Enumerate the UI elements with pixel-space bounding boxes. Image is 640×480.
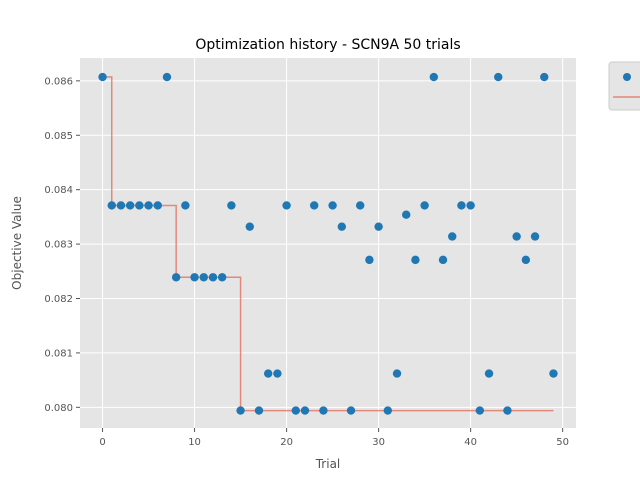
plot-area: [80, 58, 576, 428]
trial-point: [291, 406, 300, 415]
trial-point: [503, 406, 512, 415]
trial-point: [411, 255, 420, 265]
trial-point: [337, 222, 347, 231]
trial-point: [125, 201, 135, 210]
x-tick-label: 30: [372, 437, 385, 448]
trial-point: [540, 72, 549, 82]
y-axis-label: Objective Value: [10, 196, 24, 290]
trial-point: [457, 201, 466, 210]
tick-labels: 0 10 20 30 40 50 0.080 0.081 0.082 0.083 0.084 0.08…: [44, 76, 569, 448]
trial-point: [153, 201, 162, 210]
trial-point: [521, 255, 531, 265]
trial-point: [512, 232, 521, 241]
trial-point: [420, 201, 429, 210]
legend-marker-scatter: [623, 73, 631, 81]
y-tick-label: 0.086: [44, 76, 73, 87]
trial-point: [171, 273, 181, 282]
trial-point: [530, 232, 540, 241]
trial-point: [309, 201, 319, 210]
trial-point: [328, 201, 337, 210]
trial-point: [208, 273, 218, 282]
x-tick-label: 20: [280, 437, 293, 448]
legend: [608, 61, 640, 111]
x-tick-label: 50: [556, 437, 569, 448]
trial-point: [199, 273, 208, 282]
trial-point: [162, 72, 172, 82]
trial-point: [346, 406, 356, 415]
trial-points-layer: [98, 72, 558, 415]
trial-point: [245, 222, 254, 231]
trial-point: [374, 222, 383, 231]
trial-point: [181, 201, 190, 210]
trial-point: [282, 201, 291, 210]
trial-point: [438, 255, 448, 265]
trial-point: [116, 201, 126, 210]
trial-point: [254, 406, 264, 415]
trial-point: [448, 232, 457, 241]
trial-point: [144, 201, 153, 210]
y-tick-label: 0.083: [44, 240, 73, 251]
best-value-step-line: [102, 76, 554, 412]
trial-point: [484, 369, 494, 378]
trial-point: [466, 201, 475, 210]
y-tick-label: 0.084: [44, 185, 73, 196]
trial-point: [402, 210, 411, 219]
trial-point: [356, 201, 365, 210]
trial-point: [273, 369, 282, 378]
trial-point: [383, 406, 393, 415]
trial-point: [227, 201, 236, 210]
trial-point: [365, 255, 374, 265]
trial-point: [494, 72, 503, 82]
x-axis-label: Trial: [315, 457, 341, 471]
chart-title: Optimization history - SCN9A 50 trials: [195, 37, 460, 53]
x-tick-label: 40: [464, 437, 477, 448]
x-tick-label: 0: [99, 437, 105, 448]
y-tick-label: 0.080: [44, 403, 73, 414]
trial-point: [429, 72, 439, 82]
grid: [80, 58, 576, 428]
trial-point: [236, 406, 245, 415]
trial-point: [98, 72, 107, 82]
trial-point: [190, 273, 199, 282]
trial-point: [217, 273, 227, 282]
trial-point: [300, 406, 310, 415]
trial-point: [135, 201, 144, 210]
y-tick-label: 0.082: [44, 294, 73, 305]
y-tick-label: 0.085: [44, 131, 73, 142]
trial-point: [475, 406, 485, 415]
x-tick-label: 10: [188, 437, 201, 448]
best-value-line-layer: [102, 76, 554, 412]
trial-point: [263, 369, 273, 378]
trial-point: [319, 406, 328, 415]
trial-point: [549, 369, 558, 378]
trial-point: [107, 201, 116, 210]
y-tick-label: 0.081: [44, 348, 73, 359]
legend-box: [608, 61, 640, 111]
trial-point: [392, 369, 402, 378]
